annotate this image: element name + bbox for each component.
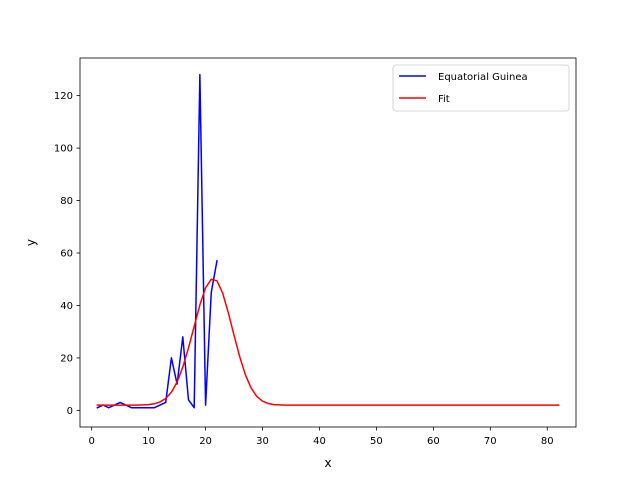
legend-label: Equatorial Guinea xyxy=(438,72,528,83)
series-line-equatorial-guinea xyxy=(96,73,218,409)
y-tick-label: 80 xyxy=(60,196,73,207)
x-tick-label: 60 xyxy=(427,436,440,447)
y-tick-label: 120 xyxy=(54,91,73,102)
plot-area-frame xyxy=(79,57,577,428)
legend: Equatorial Guinea Fit xyxy=(392,64,570,112)
x-tick-label: 30 xyxy=(256,436,269,447)
x-tick-label: 50 xyxy=(370,436,383,447)
legend-box xyxy=(392,64,570,112)
series-layer xyxy=(96,73,560,409)
y-tick-label: 20 xyxy=(60,353,73,364)
y-tick-label: 0 xyxy=(67,406,73,417)
x-tick-label: 0 xyxy=(88,436,94,447)
y-axis-label: y xyxy=(24,239,38,246)
x-tick-label: 80 xyxy=(541,436,554,447)
series-line-fit xyxy=(96,278,560,406)
y-tick-label: 100 xyxy=(54,144,73,155)
legend-label: Fit xyxy=(438,94,450,105)
x-axis-label: x xyxy=(324,456,331,470)
x-tick-label: 70 xyxy=(484,436,497,447)
y-tick-label: 40 xyxy=(60,301,73,312)
axes-layer: 0 10 20 30 40 50 60 70 80 0 20 40 60 80 100 120 xyxy=(54,91,554,447)
x-tick-label: 20 xyxy=(199,436,212,447)
x-tick-label: 40 xyxy=(313,436,326,447)
x-tick-label: 10 xyxy=(142,436,155,447)
y-tick-label: 60 xyxy=(60,248,73,259)
